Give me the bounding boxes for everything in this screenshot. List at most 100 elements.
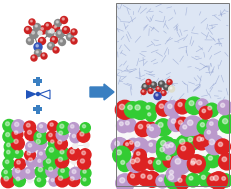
Circle shape: [70, 150, 74, 154]
Circle shape: [196, 120, 211, 134]
Circle shape: [32, 31, 34, 34]
Circle shape: [144, 172, 159, 187]
Circle shape: [49, 148, 53, 152]
Circle shape: [213, 176, 218, 180]
Circle shape: [53, 47, 59, 53]
Circle shape: [26, 169, 30, 173]
Bar: [36, 105, 40, 114]
Circle shape: [82, 170, 86, 173]
Circle shape: [168, 143, 173, 147]
Circle shape: [37, 123, 47, 132]
Circle shape: [36, 92, 39, 95]
Circle shape: [160, 141, 165, 146]
Circle shape: [138, 124, 142, 129]
Circle shape: [175, 135, 194, 154]
Circle shape: [115, 100, 134, 119]
Circle shape: [33, 23, 40, 30]
Circle shape: [134, 158, 139, 163]
Circle shape: [187, 137, 192, 142]
Circle shape: [35, 165, 49, 178]
Circle shape: [143, 122, 156, 134]
Circle shape: [35, 176, 46, 187]
Circle shape: [17, 161, 20, 164]
Circle shape: [143, 103, 156, 116]
Circle shape: [166, 80, 171, 84]
Circle shape: [1, 174, 15, 188]
Bar: [116, 3, 228, 186]
Circle shape: [170, 154, 190, 174]
Circle shape: [38, 167, 42, 172]
Circle shape: [130, 159, 134, 164]
Circle shape: [153, 92, 160, 99]
Circle shape: [167, 115, 183, 132]
Circle shape: [130, 174, 134, 178]
Circle shape: [27, 152, 30, 155]
Circle shape: [154, 119, 171, 136]
Circle shape: [164, 171, 182, 189]
Circle shape: [196, 160, 201, 165]
Circle shape: [15, 168, 20, 173]
Circle shape: [169, 170, 173, 174]
Circle shape: [158, 122, 162, 127]
Circle shape: [46, 24, 48, 26]
Circle shape: [71, 38, 77, 44]
Circle shape: [180, 146, 185, 151]
Circle shape: [218, 174, 231, 187]
Circle shape: [131, 101, 149, 119]
Circle shape: [60, 150, 64, 154]
Circle shape: [67, 174, 79, 187]
Circle shape: [26, 37, 33, 44]
Circle shape: [58, 157, 62, 161]
Circle shape: [26, 28, 28, 30]
Circle shape: [48, 121, 58, 131]
Circle shape: [204, 135, 224, 155]
Circle shape: [165, 156, 170, 160]
Circle shape: [55, 138, 67, 150]
Circle shape: [147, 175, 151, 179]
Circle shape: [204, 103, 218, 117]
Circle shape: [72, 39, 74, 41]
Circle shape: [177, 143, 193, 159]
Circle shape: [206, 174, 220, 187]
Circle shape: [37, 178, 40, 182]
Circle shape: [157, 88, 158, 89]
Circle shape: [57, 122, 70, 135]
Circle shape: [79, 149, 91, 161]
Circle shape: [190, 161, 194, 165]
Bar: [33, 107, 42, 111]
Circle shape: [188, 101, 193, 106]
Circle shape: [119, 104, 124, 110]
Circle shape: [71, 29, 77, 35]
Circle shape: [158, 81, 164, 87]
Circle shape: [7, 143, 10, 147]
Circle shape: [69, 167, 81, 180]
Circle shape: [162, 142, 175, 154]
Circle shape: [31, 55, 37, 61]
Circle shape: [116, 150, 121, 155]
Circle shape: [46, 131, 57, 142]
Circle shape: [146, 140, 158, 153]
Circle shape: [150, 82, 156, 88]
Circle shape: [24, 121, 35, 133]
Circle shape: [55, 174, 69, 187]
Circle shape: [47, 43, 54, 50]
Circle shape: [54, 19, 61, 26]
Bar: [116, 3, 228, 186]
Circle shape: [134, 105, 140, 110]
Circle shape: [28, 143, 31, 147]
Circle shape: [80, 168, 91, 178]
Circle shape: [162, 91, 163, 93]
Circle shape: [72, 143, 77, 149]
Circle shape: [117, 157, 131, 172]
Circle shape: [32, 56, 34, 58]
Circle shape: [209, 122, 212, 125]
Circle shape: [119, 178, 124, 183]
Circle shape: [165, 145, 168, 148]
Circle shape: [207, 156, 212, 160]
Circle shape: [155, 101, 171, 116]
Circle shape: [68, 123, 79, 133]
Circle shape: [24, 26, 31, 33]
Bar: [33, 79, 42, 83]
Circle shape: [72, 30, 74, 32]
Circle shape: [52, 25, 59, 32]
